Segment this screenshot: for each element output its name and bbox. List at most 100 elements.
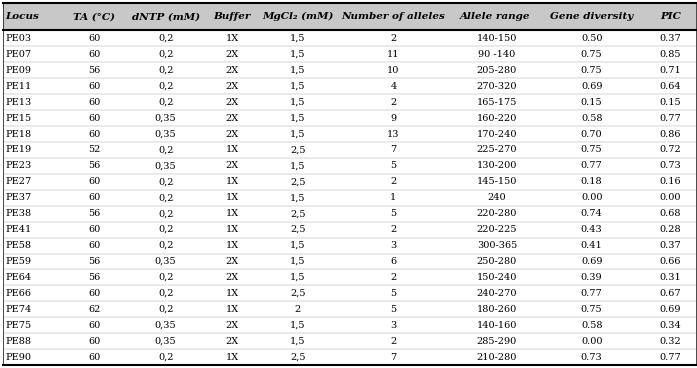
Text: 220-225: 220-225	[477, 225, 517, 234]
Text: 0,35: 0,35	[155, 130, 176, 138]
Text: 0.39: 0.39	[581, 273, 602, 282]
Text: 2,5: 2,5	[290, 225, 305, 234]
Text: PE90: PE90	[6, 353, 31, 362]
Text: 13: 13	[387, 130, 399, 138]
Text: 60: 60	[88, 98, 100, 107]
Text: 90 -140: 90 -140	[478, 50, 516, 59]
Text: 1,5: 1,5	[290, 321, 305, 330]
Text: 60: 60	[88, 177, 100, 186]
Text: MgCl₂ (mM): MgCl₂ (mM)	[262, 12, 334, 21]
Text: 1,5: 1,5	[290, 257, 305, 266]
Text: 225-270: 225-270	[477, 145, 517, 155]
Text: 1X: 1X	[226, 34, 239, 43]
Text: 1: 1	[390, 193, 397, 202]
Text: 2X: 2X	[226, 50, 239, 59]
Text: 0.69: 0.69	[581, 257, 602, 266]
Text: 0.67: 0.67	[659, 289, 681, 298]
Text: 0.73: 0.73	[659, 162, 681, 170]
Text: PE41: PE41	[6, 225, 32, 234]
Text: 0.77: 0.77	[659, 353, 681, 362]
Text: 0.00: 0.00	[659, 193, 681, 202]
Text: 56: 56	[88, 66, 100, 75]
Text: 0.43: 0.43	[581, 225, 602, 234]
Text: 1X: 1X	[226, 289, 239, 298]
Text: 2,5: 2,5	[290, 289, 305, 298]
Text: 2X: 2X	[226, 114, 239, 123]
Text: Buffer: Buffer	[214, 12, 251, 21]
Bar	[3, 349, 696, 365]
Text: 2X: 2X	[226, 337, 239, 346]
Text: 60: 60	[88, 82, 100, 91]
Text: PE66: PE66	[6, 289, 31, 298]
Text: 1X: 1X	[226, 353, 239, 362]
Text: 2X: 2X	[226, 82, 239, 91]
Text: 1,5: 1,5	[290, 162, 305, 170]
Bar	[3, 46, 696, 62]
Text: 145-150: 145-150	[477, 177, 517, 186]
Text: 4: 4	[390, 82, 397, 91]
Text: 150-240: 150-240	[477, 273, 517, 282]
Text: PE64: PE64	[6, 273, 31, 282]
Text: 1,5: 1,5	[290, 82, 305, 91]
Text: 0.41: 0.41	[581, 241, 602, 250]
Text: 2: 2	[390, 225, 397, 234]
Text: 5: 5	[390, 209, 397, 218]
Bar	[3, 301, 696, 317]
Text: 240: 240	[488, 193, 506, 202]
Bar	[3, 31, 696, 46]
Bar	[3, 317, 696, 333]
Text: 6: 6	[390, 257, 397, 266]
Text: 1X: 1X	[226, 225, 239, 234]
Text: 160-220: 160-220	[477, 114, 517, 123]
Text: 240-270: 240-270	[477, 289, 517, 298]
Text: PE18: PE18	[6, 130, 31, 138]
Text: 0,2: 0,2	[158, 193, 174, 202]
Bar	[3, 94, 696, 110]
Text: 0.75: 0.75	[581, 50, 602, 59]
Text: 0.68: 0.68	[659, 209, 681, 218]
Text: 0.66: 0.66	[659, 257, 681, 266]
Text: 0.18: 0.18	[581, 177, 602, 186]
Text: PE58: PE58	[6, 241, 31, 250]
Text: 0.73: 0.73	[581, 353, 602, 362]
Text: 0,35: 0,35	[155, 114, 176, 123]
Text: 0.77: 0.77	[581, 289, 602, 298]
Text: PE74: PE74	[6, 305, 32, 314]
Text: 2,5: 2,5	[290, 353, 305, 362]
Text: 10: 10	[388, 66, 399, 75]
Text: 2X: 2X	[226, 66, 239, 75]
Bar	[3, 222, 696, 238]
Bar	[3, 142, 696, 158]
Text: 0.77: 0.77	[581, 162, 602, 170]
Text: 60: 60	[88, 114, 100, 123]
Text: 1X: 1X	[226, 241, 239, 250]
Text: 0,2: 0,2	[158, 225, 174, 234]
Text: 0,35: 0,35	[155, 257, 176, 266]
Text: Number of alleles: Number of alleles	[342, 12, 445, 21]
Text: 165-175: 165-175	[477, 98, 517, 107]
Text: PE37: PE37	[6, 193, 32, 202]
Text: 3: 3	[390, 241, 397, 250]
Text: 1,5: 1,5	[290, 273, 305, 282]
Text: 3: 3	[390, 321, 397, 330]
Text: 2X: 2X	[226, 257, 239, 266]
Text: 0.58: 0.58	[581, 321, 602, 330]
Text: 0.37: 0.37	[659, 241, 681, 250]
Bar	[3, 190, 696, 206]
Text: 205-280: 205-280	[477, 66, 517, 75]
Text: 2X: 2X	[226, 321, 239, 330]
Text: 60: 60	[88, 353, 100, 362]
Text: 7: 7	[390, 145, 397, 155]
Text: 0.31: 0.31	[659, 273, 681, 282]
Text: 0.15: 0.15	[659, 98, 681, 107]
Text: PE27: PE27	[6, 177, 32, 186]
Text: 0.00: 0.00	[581, 337, 602, 346]
Bar	[3, 174, 696, 190]
Bar	[3, 126, 696, 142]
Text: 0,2: 0,2	[158, 82, 174, 91]
Text: 170-240: 170-240	[477, 130, 517, 138]
Text: PE03: PE03	[6, 34, 31, 43]
Text: PE07: PE07	[6, 50, 31, 59]
Text: 5: 5	[390, 305, 397, 314]
Text: 0,2: 0,2	[158, 98, 174, 107]
